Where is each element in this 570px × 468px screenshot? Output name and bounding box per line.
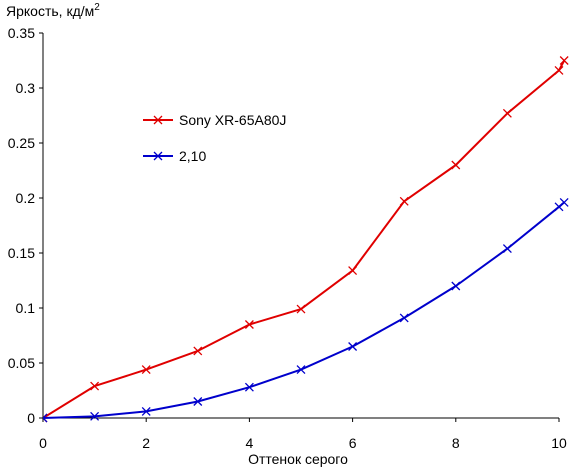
series-1-point [502, 108, 512, 118]
series-1-point [296, 304, 306, 314]
series-1-point [451, 160, 461, 170]
series-2-point [90, 411, 100, 421]
series-1 [43, 56, 569, 423]
series-1-point [244, 320, 254, 329]
series-1-point [348, 266, 358, 276]
legend: Sony XR-65A80J 2,10 [143, 112, 286, 164]
y-axis-title-superscript: 2 [94, 2, 100, 13]
y-tick-label: 0.15 [8, 245, 35, 261]
x-tick-label: 2 [142, 435, 150, 451]
series-2-point [399, 313, 409, 323]
series-2-point [43, 413, 48, 423]
legend-swatch-marker [153, 151, 163, 161]
legend-swatch-marker [153, 115, 163, 125]
legend-entry-2: 2,10 [143, 148, 206, 164]
x-tick-label: 10 [551, 435, 567, 451]
x-tick-label: 6 [349, 435, 357, 451]
y-axis-title-text: Яркость, кд/м [6, 3, 94, 19]
series-1-point [554, 65, 564, 75]
x-tick-label: 0 [39, 435, 47, 451]
series-2-point [296, 365, 306, 375]
series-2-point [244, 382, 254, 392]
y-tick-label: 0.05 [8, 355, 35, 371]
series-2-point [141, 406, 151, 416]
series-2-point [348, 342, 358, 351]
axes: 0 0.05 0.1 0.15 0.2 0.25 0.3 0.35 0 2 4 6 8 10 [8, 25, 567, 451]
series-2-point [193, 397, 203, 406]
series-1-point [193, 346, 203, 356]
legend-label: 2,10 [179, 148, 206, 164]
series-1-point [559, 56, 569, 65]
y-axis-title: Яркость, кд/м2 [6, 2, 100, 19]
series-2-point [559, 197, 569, 207]
series-1-point [399, 196, 409, 206]
series-1-point [90, 381, 100, 391]
series-layer [43, 56, 569, 423]
x-tick-label: 4 [246, 435, 254, 451]
legend-label: Sony XR-65A80J [179, 112, 286, 128]
x-tick-label: 8 [452, 435, 460, 451]
y-tick-label: 0.3 [16, 80, 36, 96]
series-1-point [141, 365, 151, 375]
series-2-line [43, 201, 565, 419]
y-tick-label: 0.35 [8, 25, 35, 41]
y-tick-label: 0.1 [16, 300, 36, 316]
y-tick-label: 0 [27, 410, 35, 426]
series-2-point [451, 281, 461, 291]
series-2 [43, 197, 569, 423]
series-1-line [43, 60, 566, 419]
y-tick-label: 0.2 [16, 190, 36, 206]
legend-entry-1: Sony XR-65A80J [143, 112, 286, 128]
series-2-point [502, 244, 512, 254]
y-tick-label: 0.25 [8, 135, 35, 151]
x-axis-title: Оттенок серого [248, 451, 348, 467]
